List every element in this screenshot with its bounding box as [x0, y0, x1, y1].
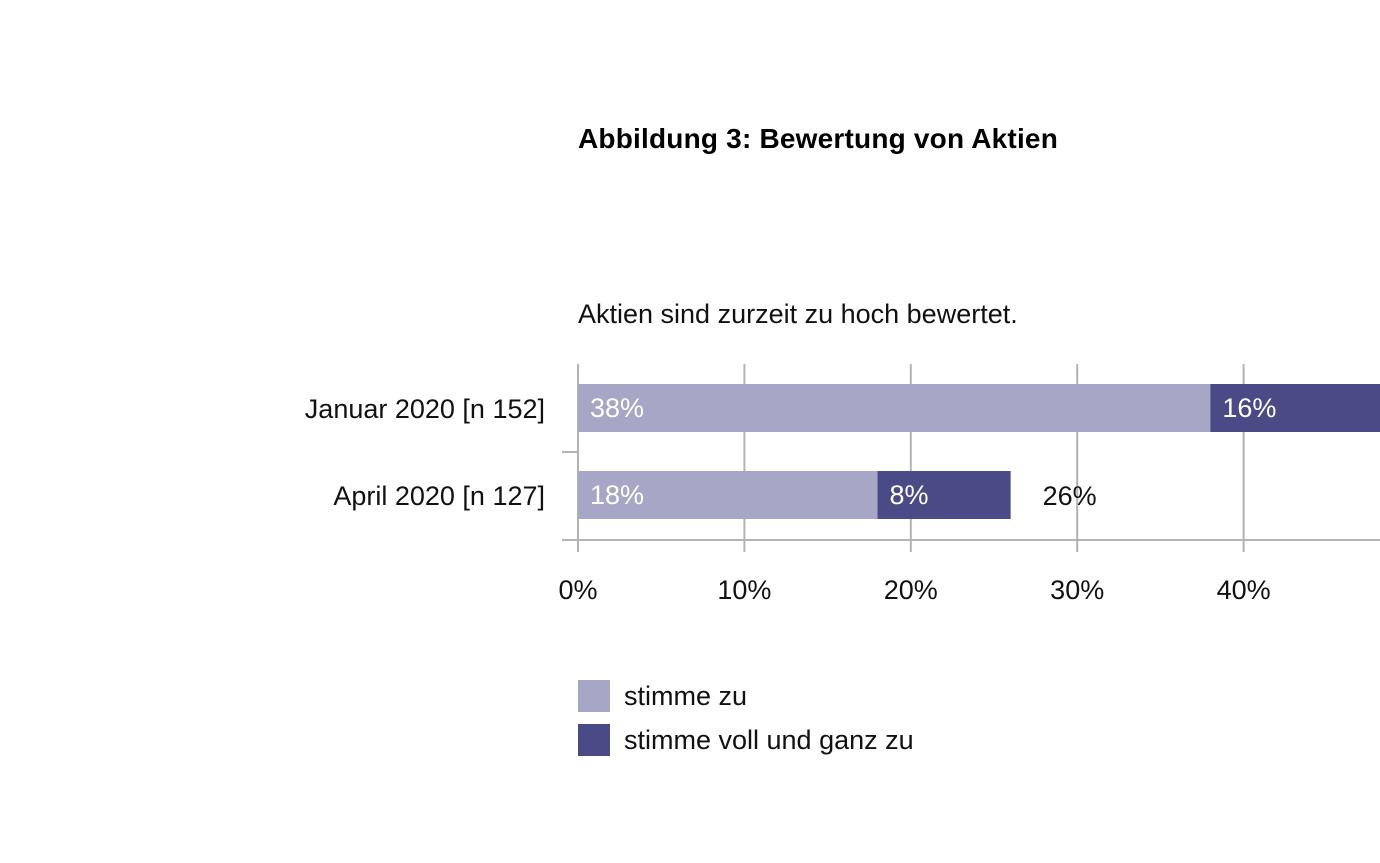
category-label: April 2020 [n 127] — [333, 481, 545, 511]
x-tick-label: 20% — [884, 575, 938, 605]
legend-swatch-agree — [578, 680, 610, 712]
legend-label-strongly-agree: stimme voll und ganz zu — [624, 724, 914, 755]
bar-segment-agree — [578, 471, 878, 519]
bar-total-label: 26% — [1043, 481, 1097, 511]
legend-item-strongly-agree: stimme voll und ganz zu — [578, 724, 914, 756]
bar-segment-agree — [578, 384, 1211, 432]
labels: Aktien sind zurzeit zu hoch bewertet. 38%… — [305, 299, 1277, 511]
category-label: Januar 2020 [n 152] — [305, 394, 545, 424]
x-tick-label: 10% — [717, 575, 771, 605]
bar-value-label: 8% — [890, 480, 929, 510]
bar-segment-strongly-agree — [1210, 384, 1380, 432]
bar-value-label: 18% — [590, 480, 644, 510]
chart-subtitle: Aktien sind zurzeit zu hoch bewertet. — [578, 299, 1018, 329]
bar-value-label: 16% — [1222, 393, 1276, 423]
x-tick-label: 0% — [558, 575, 597, 605]
bar-value-label: 38% — [590, 393, 644, 423]
chart-title: Abbildung 3: Bewertung von Aktien — [578, 123, 1059, 154]
x-tick-label: 40% — [1217, 575, 1271, 605]
bar-segment-strongly-agree — [877, 471, 1011, 519]
legend-item-agree: stimme zu — [578, 680, 914, 712]
x-tick-label: 30% — [1050, 575, 1104, 605]
legend-label-agree: stimme zu — [624, 680, 748, 711]
legend: stimme zu stimme voll und ganz zu — [578, 680, 914, 768]
legend-swatch-strongly-agree — [578, 724, 610, 756]
axes: 0%10%20%30%40%50% — [558, 451, 1380, 605]
bars — [578, 384, 1380, 519]
